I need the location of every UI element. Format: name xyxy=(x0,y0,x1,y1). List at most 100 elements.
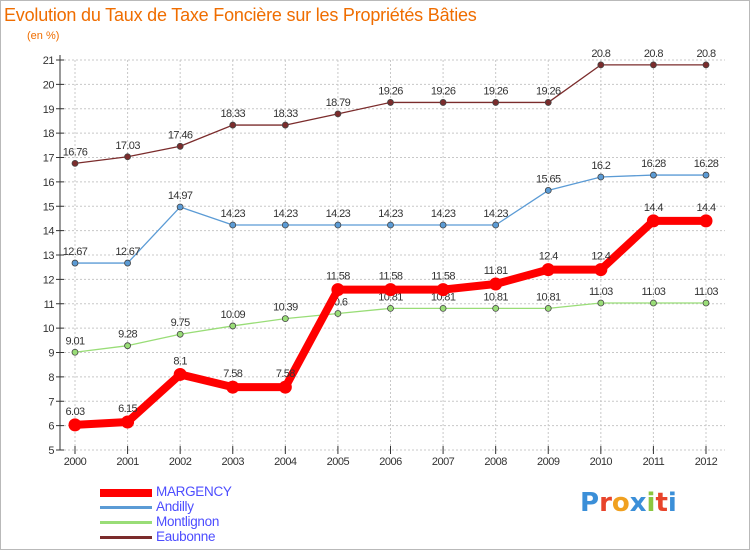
data-point-margency xyxy=(226,380,240,394)
chart-title: Evolution du Taux de Taxe Foncière sur l… xyxy=(4,5,477,25)
y-tick-label: 10 xyxy=(43,323,55,335)
data-label-margency: 8.1 xyxy=(173,355,187,367)
data-label-eaubonne: 17.46 xyxy=(168,129,193,141)
data-point-andilly xyxy=(650,171,657,179)
data-label-montlignon: 10.81 xyxy=(431,291,456,303)
y-tick-label: 14 xyxy=(43,226,55,238)
data-label-montlignon: 11.03 xyxy=(589,286,613,298)
data-label-montlignon: 9.28 xyxy=(118,329,137,341)
data-label-montlignon: 10.39 xyxy=(273,302,298,314)
data-point-eaubonne xyxy=(71,159,79,167)
data-label-eaubonne: 19.26 xyxy=(378,85,403,97)
data-label-andilly: 14.23 xyxy=(431,208,456,220)
data-point-margency xyxy=(173,367,187,381)
data-point-margency xyxy=(489,277,503,291)
data-label-andilly: 14.97 xyxy=(168,190,193,202)
data-point-margency xyxy=(699,214,713,228)
data-point-margency xyxy=(594,263,608,277)
x-tick-label: 2004 xyxy=(274,456,297,468)
data-label-andilly: 14.23 xyxy=(326,208,351,220)
data-point-montlignon xyxy=(702,299,710,307)
data-point-margency xyxy=(646,214,660,228)
data-label-andilly: 12.67 xyxy=(115,246,140,258)
y-tick-label: 5 xyxy=(48,445,54,457)
data-label-eaubonne: 17.03 xyxy=(115,140,140,152)
proxiti-logo: Proxiti xyxy=(580,488,677,518)
legend-label-montlignon: Montlignon xyxy=(156,514,220,529)
data-point-margency xyxy=(278,380,292,394)
data-label-eaubonne: 18.33 xyxy=(220,108,245,120)
data-label-margency: 11.58 xyxy=(379,271,403,283)
logo-letter: i xyxy=(667,488,677,518)
data-label-margency: 14.4 xyxy=(696,202,715,214)
data-label-andilly: 16.28 xyxy=(641,158,666,170)
y-tick-label: 15 xyxy=(43,201,55,213)
data-point-eaubonne xyxy=(176,142,184,150)
data-label-eaubonne: 20.8 xyxy=(696,48,715,60)
logo-letter: i xyxy=(646,488,656,518)
data-label-andilly: 14.23 xyxy=(220,208,245,220)
x-tick-label: 2011 xyxy=(643,456,665,468)
data-label-margency: 11.58 xyxy=(326,271,350,283)
data-label-margency: 11.58 xyxy=(431,271,455,283)
data-point-margency xyxy=(384,283,397,297)
data-label-montlignon: 11.03 xyxy=(694,286,718,298)
data-label-andilly: 14.23 xyxy=(378,208,403,220)
x-tick-label: 2008 xyxy=(484,456,507,468)
data-point-eaubonne xyxy=(492,99,500,106)
x-tick-label: 2012 xyxy=(695,456,718,468)
y-tick-label: 18 xyxy=(43,128,55,140)
y-tick-label: 19 xyxy=(43,104,55,116)
data-point-montlignon xyxy=(492,304,500,312)
data-label-andilly: 15.65 xyxy=(536,173,561,185)
data-point-margency xyxy=(331,283,345,297)
data-point-andilly xyxy=(702,171,710,179)
logo-letter: P xyxy=(580,488,600,518)
legend-swatch-margency xyxy=(100,489,152,497)
y-tick-label: 13 xyxy=(43,250,55,262)
data-label-montlignon: 9.75 xyxy=(171,317,190,329)
y-tick-label: 6 xyxy=(48,421,54,433)
data-point-andilly xyxy=(124,259,131,267)
data-point-andilly xyxy=(229,221,237,229)
data-point-montlignon xyxy=(229,322,237,330)
data-label-montlignon: 9.01 xyxy=(65,335,84,347)
data-label-andilly: 14.23 xyxy=(483,208,508,220)
series-line-margency xyxy=(74,216,706,429)
legend-swatch-andilly xyxy=(100,506,152,509)
data-point-eaubonne xyxy=(702,61,710,69)
y-tick-label: 16 xyxy=(43,177,55,189)
data-label-montlignon: 10.81 xyxy=(378,291,403,303)
legend-label-andilly: Andilly xyxy=(156,499,194,514)
data-point-eaubonne xyxy=(334,110,342,118)
x-tick-label: 2007 xyxy=(432,456,455,468)
y-tick-label: 17 xyxy=(43,153,55,165)
data-label-andilly: 16.2 xyxy=(591,160,610,172)
data-point-andilly xyxy=(387,221,394,229)
data-point-eaubonne xyxy=(650,61,657,69)
data-point-montlignon xyxy=(124,342,131,350)
data-point-montlignon xyxy=(281,315,289,323)
legend-label-margency: MARGENCY xyxy=(156,484,232,499)
data-point-eaubonne xyxy=(597,61,605,69)
data-label-margency: 12.4 xyxy=(591,251,610,263)
data-label-andilly: 12.67 xyxy=(63,246,88,258)
logo-letter: o xyxy=(611,488,630,518)
y-tick-label: 9 xyxy=(48,348,54,360)
data-label-andilly: 14.23 xyxy=(273,208,298,220)
data-point-andilly xyxy=(334,221,342,229)
data-point-andilly xyxy=(597,173,605,181)
data-label-margency: 7.58 xyxy=(223,368,242,380)
x-tick-label: 2006 xyxy=(379,456,402,468)
data-label-eaubonne: 20.8 xyxy=(591,48,610,60)
data-point-margency xyxy=(121,415,135,429)
data-label-eaubonne: 19.26 xyxy=(483,85,508,97)
x-tick-label: 2001 xyxy=(116,456,139,468)
x-tick-label: 2005 xyxy=(327,456,350,468)
y-tick-label: 8 xyxy=(48,372,54,384)
data-label-montlignon: 11.03 xyxy=(642,286,666,298)
logo-letter: r xyxy=(599,488,612,518)
data-label-margency: 12.4 xyxy=(539,251,558,263)
data-point-eaubonne xyxy=(229,121,237,129)
